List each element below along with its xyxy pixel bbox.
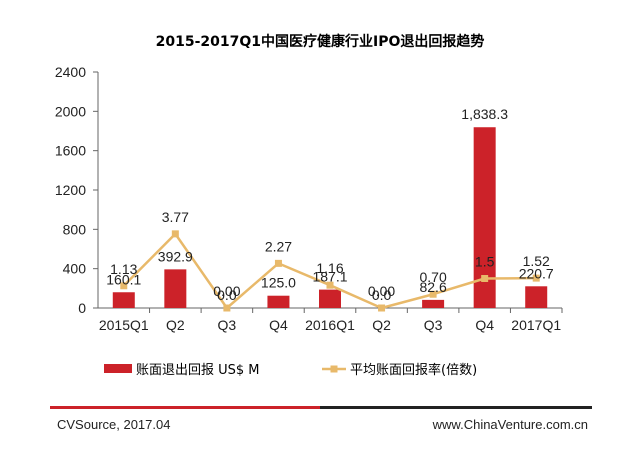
- bar-data-label: 1,838.3: [461, 106, 508, 122]
- bar-data-label: 187.1: [312, 269, 347, 285]
- data-labels: 160.1 392.9 0.0 125.0 187.1 0.0 82.6 1,838.3 220…: [106, 106, 554, 303]
- line-data-label: 1.13: [110, 261, 137, 277]
- website-text: www.ChinaVenture.com.cn: [432, 417, 588, 432]
- legend-bar-swatch: [104, 364, 132, 373]
- bar-data-label: 220.7: [519, 265, 554, 281]
- x-tick-label: Q3: [218, 317, 237, 333]
- bar-data-label: 392.9: [158, 248, 193, 264]
- y-tick-label: 1600: [55, 143, 86, 159]
- bar: [525, 286, 548, 308]
- legend-bar-label: 账面退出回报 US$ M: [136, 363, 260, 378]
- line-data-label: 1.16: [316, 260, 343, 276]
- x-tick-label: Q2: [166, 317, 185, 333]
- x-tick-label: 2016Q1: [305, 317, 355, 333]
- x-tick-label: Q4: [475, 317, 494, 333]
- line-point: [326, 281, 334, 289]
- x-tick-label: Q2: [372, 317, 391, 333]
- bar: [473, 127, 496, 309]
- line-point: [223, 304, 231, 312]
- y-tick-label: 0: [78, 300, 86, 316]
- line-point: [171, 230, 179, 238]
- bar-data-label: 0.0: [217, 287, 237, 303]
- line-point: [429, 290, 437, 298]
- axes: 0 400 800 1200 1600 2000 2400 2015Q1 Q2 Q3 Q4 2016Q…: [55, 64, 563, 333]
- bar: [422, 299, 445, 308]
- line-data-label: 2.27: [265, 238, 292, 254]
- x-tick-label: 2017Q1: [511, 317, 561, 333]
- line-point: [532, 274, 540, 282]
- line-point: [481, 275, 489, 282]
- line-data-label: 0.00: [368, 283, 395, 299]
- bar-series: [112, 127, 548, 309]
- y-tick-label: 400: [63, 261, 87, 277]
- chart-title: 2015-2017Q1中国医疗健康行业IPO退出回报趋势: [156, 33, 485, 50]
- line-point: [274, 259, 282, 267]
- line-point: [120, 282, 128, 290]
- x-tick-label: 2015Q1: [99, 317, 149, 333]
- y-tick-label: 2000: [55, 103, 86, 119]
- y-tick-label: 1200: [55, 182, 86, 198]
- bar: [164, 269, 187, 308]
- bar: [319, 289, 341, 308]
- y-tick-label: 2400: [55, 64, 86, 80]
- line-series: [120, 230, 540, 312]
- legend-line-marker: [330, 365, 338, 373]
- bar-data-label: 82.6: [419, 279, 446, 295]
- y-tick-label: 800: [63, 221, 87, 237]
- x-tick-label: Q3: [424, 317, 443, 333]
- bar: [112, 292, 135, 308]
- legend: 账面退出回报 US$ M 平均账面回报率(倍数): [104, 362, 477, 378]
- bar-data-label: 125.0: [261, 275, 296, 291]
- bar: [267, 295, 290, 308]
- bar-data-label: 160.1: [106, 271, 141, 287]
- x-tick-label: Q4: [269, 317, 288, 333]
- line-data-label: 1.52: [523, 253, 550, 269]
- legend-line-label: 平均账面回报率(倍数): [350, 362, 477, 378]
- line-data-label: 0.70: [419, 269, 446, 285]
- source-text: CVSource, 2017.04: [57, 417, 170, 432]
- bar-data-label: 0.0: [372, 287, 392, 303]
- line-data-label: 1.5: [475, 254, 495, 270]
- line-point: [378, 304, 386, 312]
- line-data-label: 3.77: [162, 209, 189, 225]
- footer: CVSource, 2017.04 www.ChinaVenture.com.c…: [50, 406, 592, 432]
- line-data-label: 0.00: [213, 283, 240, 299]
